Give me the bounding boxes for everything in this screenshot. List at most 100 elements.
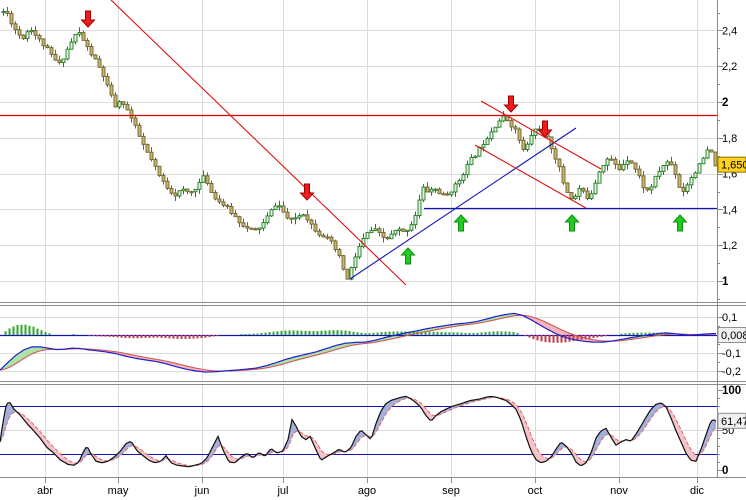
candle-body	[73, 33, 78, 43]
candle-body	[493, 126, 498, 133]
candle-body	[25, 31, 30, 40]
month-label: jul	[276, 485, 288, 497]
candle-body	[349, 267, 354, 280]
candle-body	[621, 164, 626, 171]
indicator-band-fill	[78, 447, 90, 464]
candle-body	[97, 58, 102, 68]
candle-body	[629, 160, 634, 164]
price-axis-label: 2,2	[722, 61, 737, 73]
candle-body	[529, 134, 534, 145]
candle-body	[77, 32, 82, 35]
candle-body	[189, 191, 194, 194]
candle-body	[653, 175, 658, 188]
candle-body	[609, 158, 614, 161]
macd-axis-label: 0,1	[722, 312, 737, 324]
candle-body	[245, 226, 250, 229]
candle-body	[565, 182, 570, 193]
candle-body	[165, 180, 170, 189]
candle-body	[341, 255, 346, 270]
price-panel[interactable]	[1, 6, 718, 281]
candle-body	[257, 227, 262, 230]
downtrend-resistance-line	[110, 0, 407, 286]
candle-body	[185, 188, 190, 193]
signal-arrows	[80, 10, 688, 265]
candle-body	[13, 23, 18, 31]
candle-body	[397, 228, 402, 231]
candle-body	[181, 188, 186, 192]
month-label: nov	[610, 485, 628, 497]
indicator-band-fill	[0, 346, 54, 371]
candle-body	[613, 158, 618, 165]
stoch-k-line	[0, 395, 717, 468]
macd-histogram	[4, 324, 671, 343]
stoch-axis-label: 100	[722, 385, 741, 397]
candle-body	[129, 109, 134, 119]
candle-body	[393, 230, 398, 235]
indicator-band-fill	[568, 447, 586, 466]
price-axis-label: 1,4	[722, 204, 737, 216]
indicator-band-fill	[700, 420, 716, 455]
candle-body	[9, 13, 14, 25]
candle-body	[285, 211, 290, 219]
month-label: jun	[194, 485, 210, 497]
candle-body	[433, 188, 438, 191]
candle-body	[585, 190, 590, 200]
candle-body	[469, 157, 474, 165]
candle-body	[325, 236, 330, 239]
month-label: sep	[442, 485, 460, 497]
candle-body	[553, 148, 558, 160]
candle-body	[453, 183, 458, 193]
candle-body	[161, 175, 166, 182]
candle-body	[521, 139, 526, 150]
candle-body	[353, 256, 358, 268]
candle-body	[309, 219, 314, 225]
candle-body	[409, 224, 414, 231]
candle-body	[421, 186, 426, 201]
candle-body	[485, 138, 490, 145]
price-axis-label: 2,4	[722, 25, 737, 37]
candle-body	[713, 151, 718, 167]
macd-panel[interactable]	[0, 312, 717, 373]
indicator-band-fill	[632, 403, 664, 441]
buy-signal-arrow-icon	[400, 247, 416, 265]
candle-body	[133, 117, 138, 126]
candle-body	[289, 217, 294, 220]
month-label: abr	[37, 485, 53, 497]
last-price-badge	[717, 156, 746, 173]
candle-body	[93, 54, 98, 60]
candle-body	[597, 171, 602, 184]
candle-body	[429, 188, 434, 193]
candle-body	[149, 151, 154, 161]
candle-body	[297, 215, 302, 219]
candle-body	[581, 187, 586, 192]
indicator-band-fill	[348, 430, 366, 452]
candle-body	[241, 222, 246, 227]
candle-body	[81, 32, 86, 41]
candle-body	[153, 159, 158, 167]
month-label: dic	[690, 485, 705, 497]
candle-body	[417, 199, 422, 216]
candle-body	[645, 187, 650, 191]
candle-body	[221, 201, 226, 206]
indicator-band-fill	[300, 431, 330, 460]
candle-body	[365, 232, 370, 239]
candle-body	[57, 59, 62, 64]
candle-body	[605, 158, 610, 166]
indicator-band-fill	[18, 412, 76, 466]
candle-body	[21, 34, 26, 40]
candle-body	[437, 188, 442, 195]
candle-body	[549, 136, 554, 150]
uptrend-support-line	[349, 127, 577, 280]
candle-body	[301, 214, 306, 217]
candle-body	[441, 193, 446, 196]
candle-body	[401, 228, 406, 232]
candle-body	[197, 181, 202, 190]
candle-body	[701, 157, 706, 165]
stochastic-panel[interactable]	[0, 395, 717, 468]
candle-body	[637, 168, 642, 177]
candle-body	[617, 163, 622, 171]
candle-body	[677, 174, 682, 188]
candle-body	[577, 187, 582, 197]
